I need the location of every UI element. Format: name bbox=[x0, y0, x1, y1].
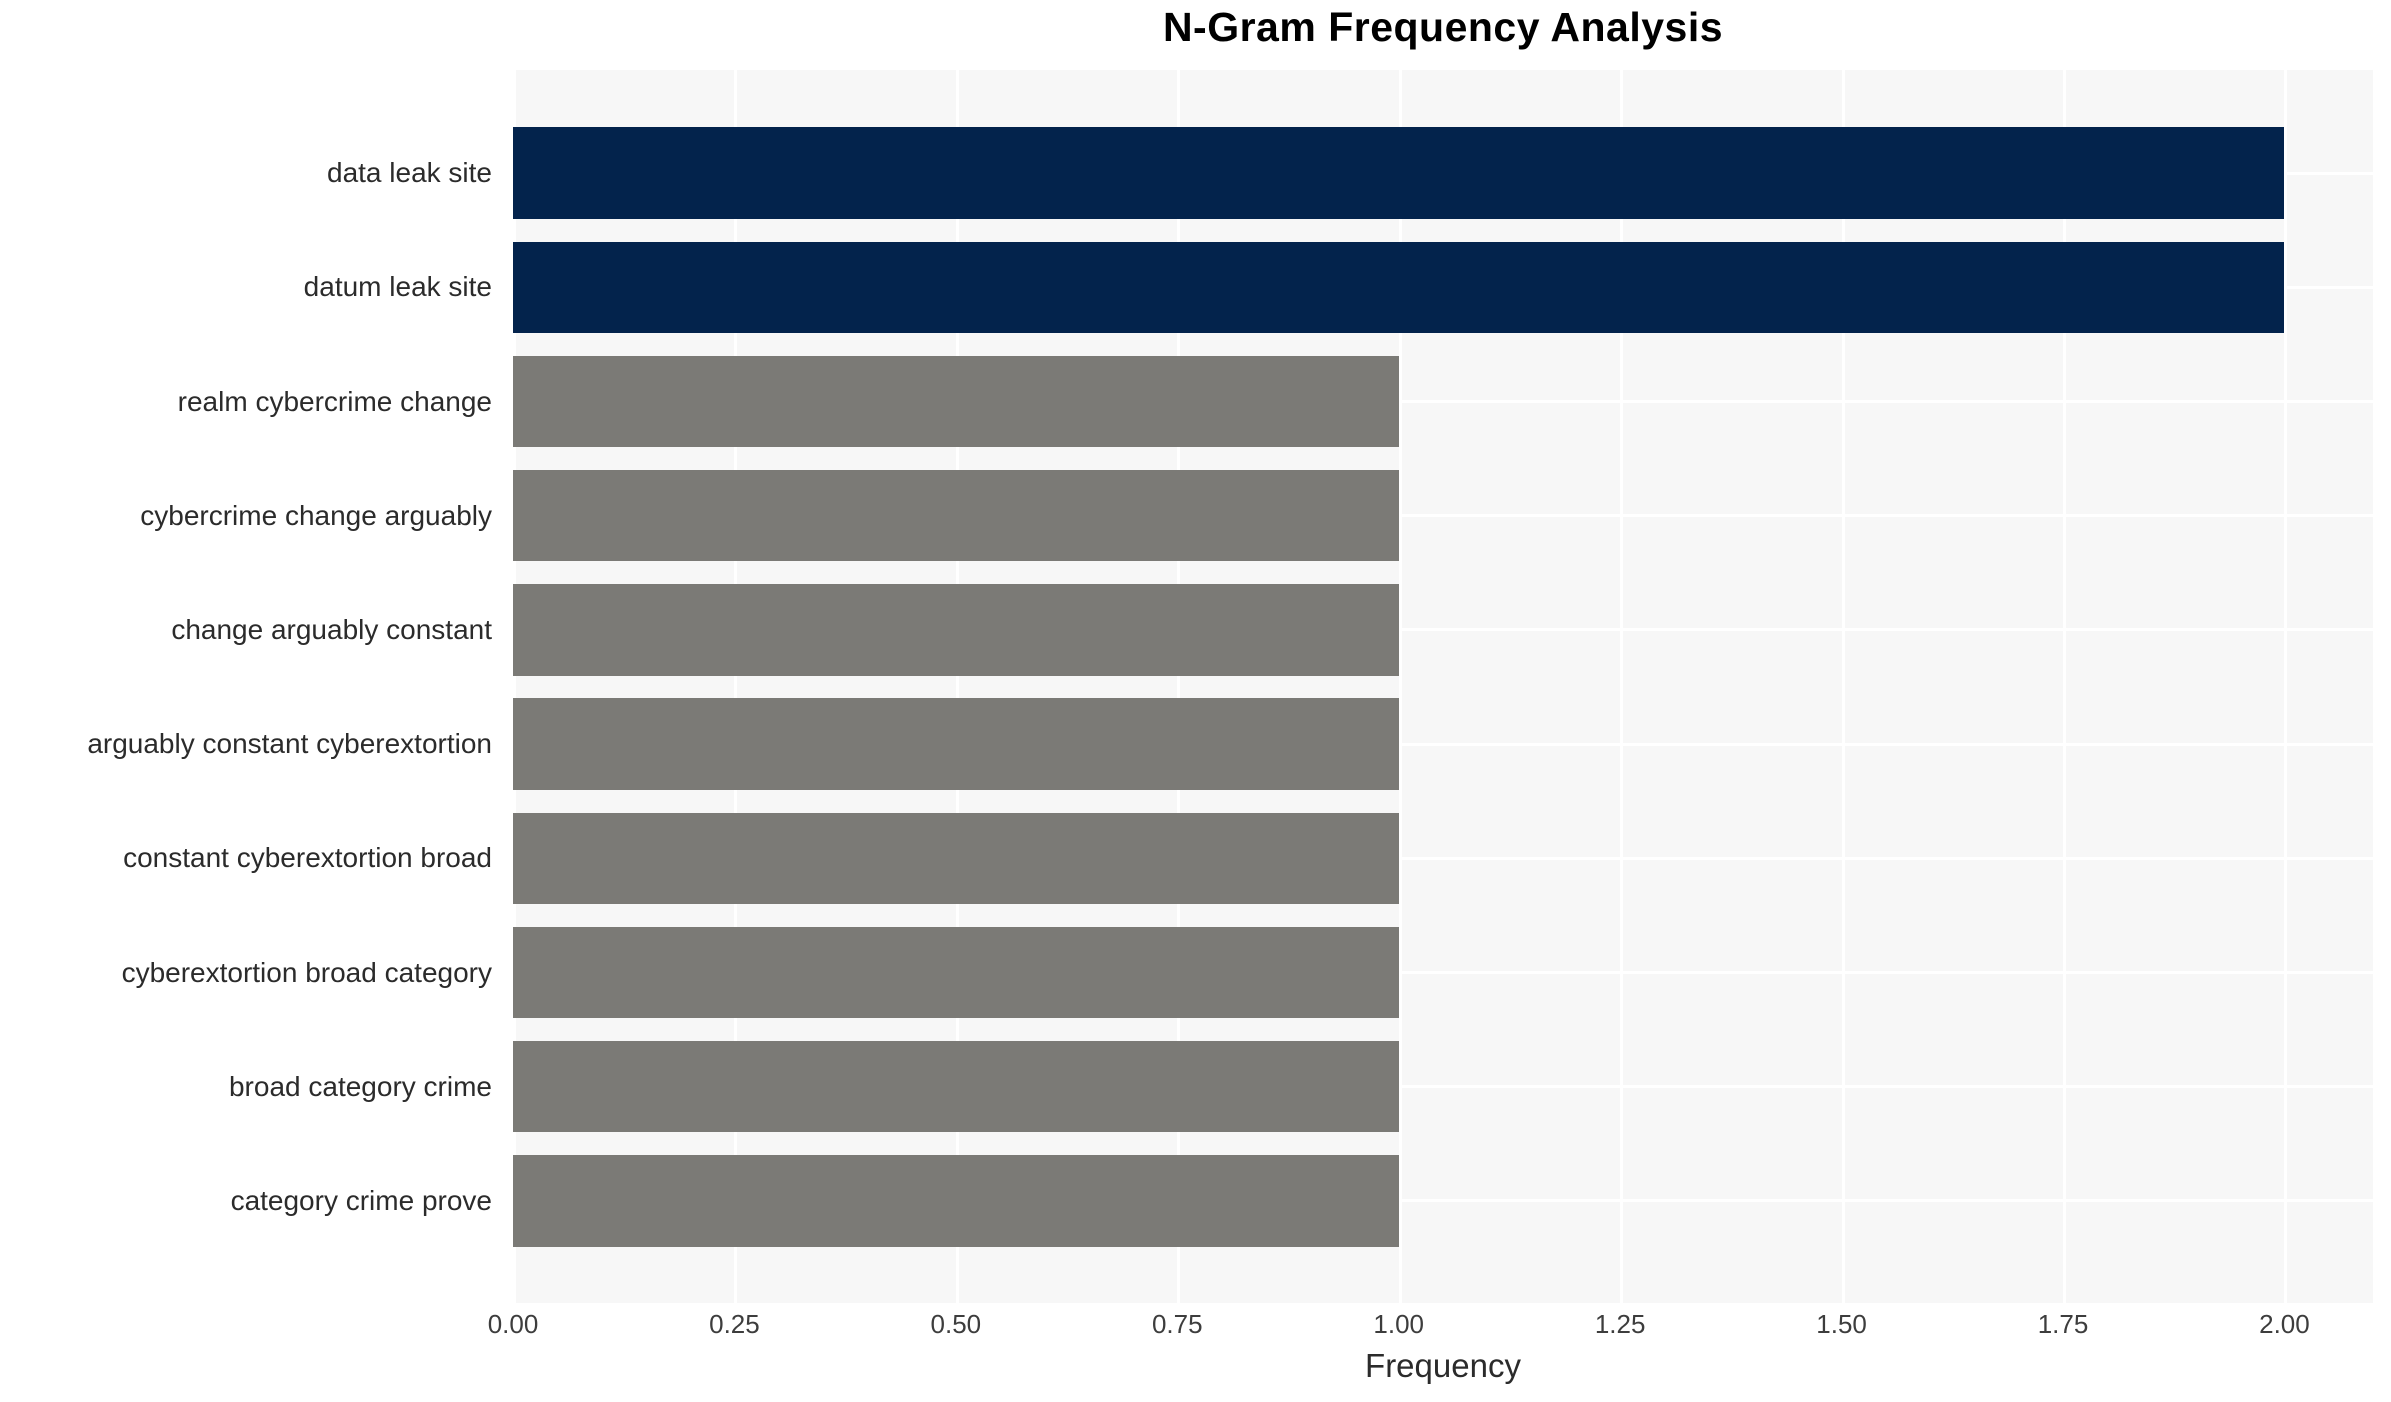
frequency-bar bbox=[513, 1155, 1399, 1247]
x-tick-label: 2.00 bbox=[2259, 1309, 2310, 1339]
x-tick-label: 0.00 bbox=[487, 1309, 539, 1339]
bar-row bbox=[513, 459, 2373, 573]
vertical-gridline bbox=[955, 70, 959, 1303]
horizontal-gridline bbox=[513, 1085, 2373, 1089]
x-tick-label: 1.50 bbox=[1816, 1309, 1867, 1339]
bar-row bbox=[513, 687, 2373, 801]
frequency-bar bbox=[513, 812, 1399, 904]
vertical-gridline bbox=[1398, 70, 1402, 1303]
category-label: realm cybercrime change bbox=[177, 385, 492, 417]
vertical-gridline bbox=[513, 70, 516, 1303]
vertical-gridline bbox=[1177, 70, 1181, 1303]
horizontal-gridline bbox=[513, 742, 2373, 746]
frequency-bar bbox=[513, 241, 2285, 333]
category-label: change arguably constant bbox=[171, 613, 492, 645]
vertical-gridline bbox=[1841, 70, 1845, 1303]
category-label: cybercrime change arguably bbox=[140, 499, 492, 531]
horizontal-gridline bbox=[513, 514, 2373, 518]
x-axis-tick-labels: 0.00 0.25 0.50 0.75 1.00 1.25 1.50 1.75 2.00 bbox=[488, 1309, 2373, 1345]
bar-row bbox=[513, 573, 2373, 687]
category-label: datum leak site bbox=[303, 271, 492, 303]
horizontal-gridline bbox=[513, 971, 2373, 975]
bar-row bbox=[513, 915, 2373, 1029]
bar-row bbox=[513, 344, 2373, 458]
bar-row bbox=[513, 116, 2373, 230]
category-label: cyberextortion broad category bbox=[121, 956, 492, 988]
bar-row bbox=[513, 801, 2373, 915]
category-label: arguably constant cyberextortion bbox=[87, 728, 492, 760]
category-label: data leak site bbox=[327, 157, 492, 189]
x-tick-label: 0.75 bbox=[1151, 1309, 1203, 1339]
frequency-bar bbox=[513, 127, 2285, 219]
y-axis-category-labels: data leak site datum leak site realm cyber… bbox=[0, 70, 492, 1303]
frequency-bar bbox=[513, 698, 1399, 790]
frequency-bar bbox=[513, 470, 1399, 562]
frequency-bar bbox=[513, 584, 1399, 676]
plot-area bbox=[513, 70, 2373, 1303]
x-tick-label: 1.00 bbox=[1373, 1309, 1425, 1339]
vertical-gridline bbox=[2063, 70, 2066, 1303]
vertical-gridline bbox=[734, 70, 738, 1303]
vertical-gridline bbox=[2284, 70, 2288, 1303]
frequency-bar bbox=[513, 926, 1399, 1019]
frequency-bar bbox=[513, 1041, 1399, 1133]
x-axis-title: Frequency bbox=[1365, 1347, 1521, 1384]
bar-row bbox=[513, 1144, 2373, 1258]
bar-row bbox=[513, 230, 2373, 344]
chart-title: N-Gram Frequency Analysis bbox=[1162, 4, 1724, 50]
category-label: constant cyberextortion broad bbox=[123, 842, 492, 874]
bar-row bbox=[513, 1030, 2373, 1144]
horizontal-gridline bbox=[513, 856, 2373, 860]
x-tick-label: 0.25 bbox=[709, 1309, 760, 1339]
bar-rows bbox=[513, 70, 2373, 1303]
horizontal-gridline bbox=[513, 1199, 2373, 1203]
category-label: category crime prove bbox=[230, 1184, 492, 1216]
vertical-gridline bbox=[1620, 70, 1624, 1303]
x-tick-label: 0.50 bbox=[930, 1309, 982, 1339]
x-tick-label: 1.25 bbox=[1594, 1309, 1646, 1339]
horizontal-gridline bbox=[513, 400, 2373, 403]
category-label: broad category crime bbox=[228, 1070, 492, 1102]
horizontal-gridline bbox=[513, 628, 2373, 632]
x-tick-label: 1.75 bbox=[2037, 1309, 2089, 1339]
frequency-bar bbox=[513, 355, 1399, 448]
